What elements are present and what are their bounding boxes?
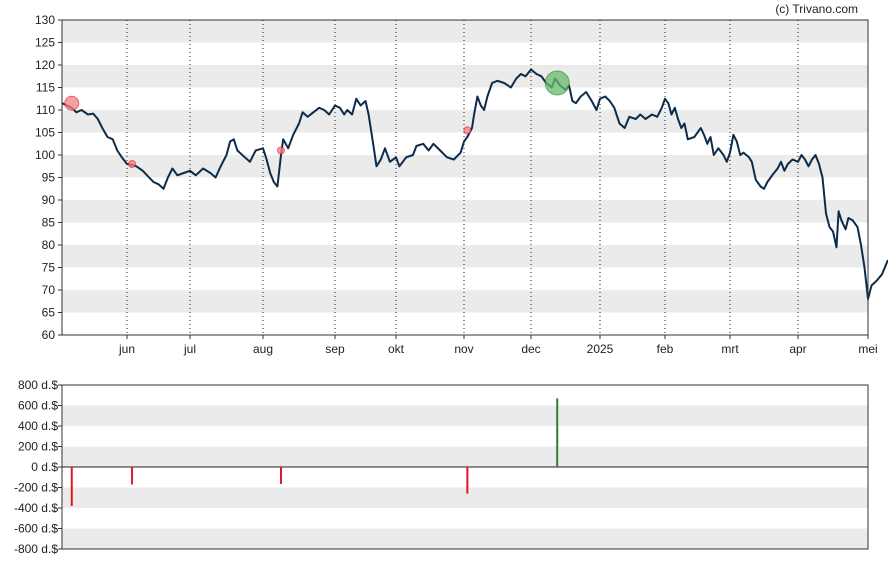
price-y-tick-label: 75 [42,261,56,275]
price-y-axis: 60 65 70 75 80 85 90 95 100 105 110 115 120 125 130 [35,13,62,342]
price-series-line [61,68,888,300]
price-x-tick-label: nov [454,342,473,356]
price-x-axis: jun jul aug sep okt nov dec 2025 feb mrt apr mei [118,335,878,356]
sell-marker [277,146,285,155]
price-y-tick-label: 80 [42,238,56,252]
volume-y-tick-label: 600 d.$ [18,399,58,413]
price-x-tick-label: apr [789,342,806,356]
price-chart-bands [62,20,868,313]
volume-band [62,405,868,426]
volume-y-tick-label: -200 d.$ [14,481,58,495]
price-x-tick-label: feb [657,342,674,356]
volume-y-tick-label: -800 d.$ [14,542,58,556]
trade-markers [64,70,570,168]
price-x-tick-label: jun [118,342,135,356]
price-y-tick-label: 105 [35,126,55,140]
volume-y-tick-label: 400 d.$ [18,419,58,433]
price-x-tick-label: dec [521,342,540,356]
price-band [62,20,868,43]
volume-chart-bands [62,405,868,549]
volume-y-axis: 800 d.$ 600 d.$ 400 d.$ 200 d.$ 0 d.$ -200 d.… [14,378,62,556]
price-y-tick-label: 70 [42,283,56,297]
price-y-tick-label: 120 [35,58,55,72]
price-band [62,200,868,223]
volume-y-tick-label: -600 d.$ [14,522,58,536]
price-x-tick-label: 2025 [587,342,614,356]
price-x-tick-label: jul [183,342,196,356]
price-band [62,110,868,133]
price-y-tick-label: 115 [36,81,55,95]
price-y-tick-label: 100 [35,148,55,162]
volume-y-tick-label: -400 d.$ [14,501,58,515]
price-y-tick-label: 90 [42,193,56,207]
volume-y-tick-label: 800 d.$ [18,378,58,392]
volume-y-tick-label: 200 d.$ [18,440,58,454]
price-x-tick-label: sep [325,342,345,356]
price-y-tick-label: 95 [42,171,56,185]
volume-bars [70,398,559,506]
credit-text: (c) Trivano.com [775,2,858,16]
volume-chart-frame [61,384,869,550]
buy-marker [544,70,570,96]
price-x-tick-label: okt [388,342,405,356]
price-band [62,65,868,88]
volume-y-tick-label: 0 d.$ [31,460,58,474]
volume-band [62,446,868,467]
price-y-tick-label: 110 [36,103,55,117]
price-y-tick-label: 60 [42,328,56,342]
sell-marker [128,160,137,168]
price-chart-grid [126,20,869,335]
price-y-tick-label: 130 [35,13,55,27]
price-band [62,245,868,268]
price-chart-frame [61,19,869,336]
price-y-tick-label: 125 [35,36,55,50]
price-x-tick-label: mrt [721,342,739,356]
price-x-tick-label: aug [253,342,273,356]
volume-band [62,487,868,508]
price-y-tick-label: 65 [42,306,56,320]
volume-band [62,528,868,549]
price-band [62,290,868,313]
sell-marker [64,95,80,111]
price-y-tick-label: 85 [42,216,56,230]
sell-marker [463,126,472,135]
price-x-tick-label: mei [858,342,877,356]
